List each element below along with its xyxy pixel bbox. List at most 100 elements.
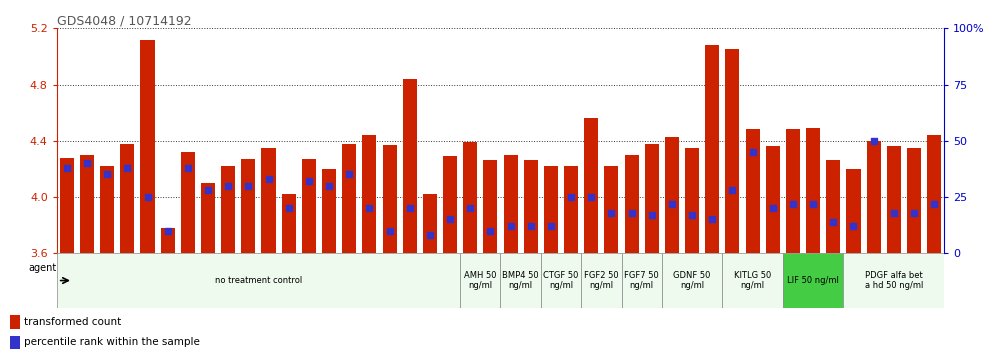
Bar <box>10 315 20 329</box>
Bar <box>783 253 844 308</box>
Text: agent: agent <box>29 263 57 274</box>
Bar <box>463 142 477 253</box>
Point <box>684 212 700 218</box>
Point <box>442 217 458 222</box>
Point <box>543 223 559 229</box>
Bar <box>121 143 134 253</box>
Point <box>785 201 801 206</box>
Point <box>866 138 881 144</box>
Bar <box>140 40 154 253</box>
Point <box>381 228 397 234</box>
Text: FGF7 50
ng/ml: FGF7 50 ng/ml <box>624 271 659 290</box>
Point <box>200 187 216 193</box>
Bar <box>423 194 437 253</box>
Bar <box>57 253 460 308</box>
Bar <box>746 130 760 253</box>
Bar <box>282 194 296 253</box>
Point <box>422 232 438 238</box>
Point <box>401 205 417 211</box>
Bar <box>827 160 841 253</box>
Bar <box>725 50 739 253</box>
Point <box>826 219 842 224</box>
Bar <box>564 166 578 253</box>
Point <box>664 201 680 206</box>
Text: transformed count: transformed count <box>24 317 122 327</box>
Bar <box>665 137 679 253</box>
Bar <box>500 253 541 308</box>
Text: GDNF 50
ng/ml: GDNF 50 ng/ml <box>673 271 711 290</box>
Bar <box>241 159 255 253</box>
Bar <box>60 158 74 253</box>
Point <box>159 228 175 234</box>
Bar <box>844 253 944 308</box>
Bar <box>322 169 336 253</box>
Bar <box>443 156 457 253</box>
Bar <box>722 253 783 308</box>
Text: CTGF 50
ng/ml: CTGF 50 ng/ml <box>543 271 579 290</box>
Bar <box>624 155 638 253</box>
Point <box>704 217 720 222</box>
Point <box>805 201 821 206</box>
Text: KITLG 50
ng/ml: KITLG 50 ng/ml <box>734 271 771 290</box>
Text: FGF2 50
ng/ml: FGF2 50 ng/ml <box>584 271 619 290</box>
Bar <box>343 143 357 253</box>
Text: no treatment control: no treatment control <box>215 276 302 285</box>
Point <box>240 183 256 188</box>
Point <box>623 210 639 216</box>
Point <box>220 183 236 188</box>
Text: PDGF alfa bet
a hd 50 ng/ml: PDGF alfa bet a hd 50 ng/ml <box>865 271 923 290</box>
Bar <box>927 135 941 253</box>
Point <box>604 210 620 216</box>
Point <box>885 210 901 216</box>
Bar <box>262 148 276 253</box>
Bar <box>541 253 581 308</box>
Point <box>261 176 277 182</box>
Bar <box>581 253 622 308</box>
Point <box>59 165 75 171</box>
Point <box>482 228 498 234</box>
Point <box>362 205 377 211</box>
Bar <box>201 183 215 253</box>
Bar <box>806 128 820 253</box>
Point <box>523 223 539 229</box>
Point <box>846 223 862 229</box>
Bar <box>10 336 20 349</box>
Bar <box>382 145 396 253</box>
Bar <box>101 166 115 253</box>
Bar <box>867 141 880 253</box>
Bar <box>886 146 900 253</box>
Bar <box>221 166 235 253</box>
Bar <box>524 160 538 253</box>
Point <box>139 194 155 200</box>
Text: percentile rank within the sample: percentile rank within the sample <box>24 337 200 348</box>
Bar <box>402 79 416 253</box>
Bar <box>544 166 558 253</box>
Bar <box>786 130 800 253</box>
Bar <box>907 148 921 253</box>
Point <box>643 212 659 218</box>
Text: BMP4 50
ng/ml: BMP4 50 ng/ml <box>502 271 539 290</box>
Point <box>563 194 579 200</box>
Bar <box>483 160 497 253</box>
Bar <box>766 146 780 253</box>
Text: AMH 50
ng/ml: AMH 50 ng/ml <box>464 271 497 290</box>
Point <box>281 205 297 211</box>
Point <box>926 201 942 206</box>
Bar <box>661 253 722 308</box>
Point <box>724 187 740 193</box>
Point <box>100 172 116 177</box>
Bar <box>847 169 861 253</box>
Point <box>120 165 135 171</box>
Text: GDS4048 / 10714192: GDS4048 / 10714192 <box>57 14 191 27</box>
Point <box>745 149 761 155</box>
Bar <box>504 155 518 253</box>
Point <box>462 205 478 211</box>
Point <box>906 210 922 216</box>
Point <box>301 178 317 184</box>
Bar <box>605 166 619 253</box>
Bar <box>181 152 195 253</box>
Bar <box>585 118 599 253</box>
Point <box>180 165 196 171</box>
Point <box>321 183 337 188</box>
Bar <box>160 228 174 253</box>
